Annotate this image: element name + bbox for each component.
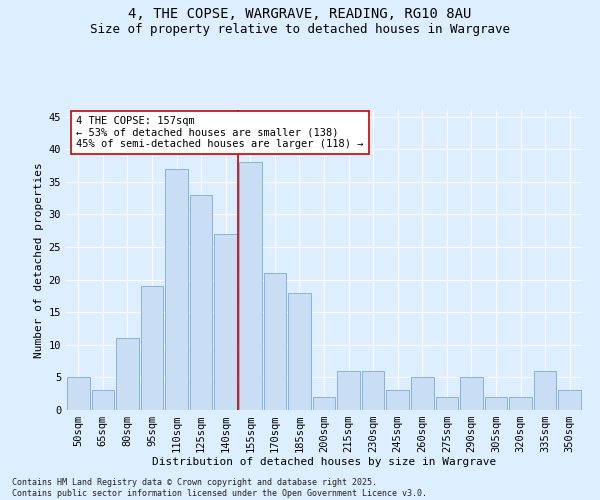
Bar — [67, 378, 89, 410]
Bar — [509, 397, 532, 410]
Bar — [140, 286, 163, 410]
Bar — [165, 168, 188, 410]
Bar — [485, 397, 508, 410]
Text: Size of property relative to detached houses in Wargrave: Size of property relative to detached ho… — [90, 22, 510, 36]
Y-axis label: Number of detached properties: Number of detached properties — [34, 162, 44, 358]
Bar — [313, 397, 335, 410]
Bar — [411, 378, 434, 410]
Bar — [116, 338, 139, 410]
X-axis label: Distribution of detached houses by size in Wargrave: Distribution of detached houses by size … — [152, 456, 496, 466]
Bar — [92, 390, 114, 410]
Bar — [460, 378, 483, 410]
Bar — [239, 162, 262, 410]
Bar — [362, 371, 385, 410]
Bar — [534, 371, 556, 410]
Bar — [214, 234, 237, 410]
Bar — [559, 390, 581, 410]
Bar — [263, 273, 286, 410]
Text: 4 THE COPSE: 157sqm
← 53% of detached houses are smaller (138)
45% of semi-detac: 4 THE COPSE: 157sqm ← 53% of detached ho… — [76, 116, 364, 149]
Bar — [337, 371, 360, 410]
Text: 4, THE COPSE, WARGRAVE, READING, RG10 8AU: 4, THE COPSE, WARGRAVE, READING, RG10 8A… — [128, 8, 472, 22]
Bar — [436, 397, 458, 410]
Bar — [288, 292, 311, 410]
Text: Contains HM Land Registry data © Crown copyright and database right 2025.
Contai: Contains HM Land Registry data © Crown c… — [12, 478, 427, 498]
Bar — [386, 390, 409, 410]
Bar — [190, 195, 212, 410]
